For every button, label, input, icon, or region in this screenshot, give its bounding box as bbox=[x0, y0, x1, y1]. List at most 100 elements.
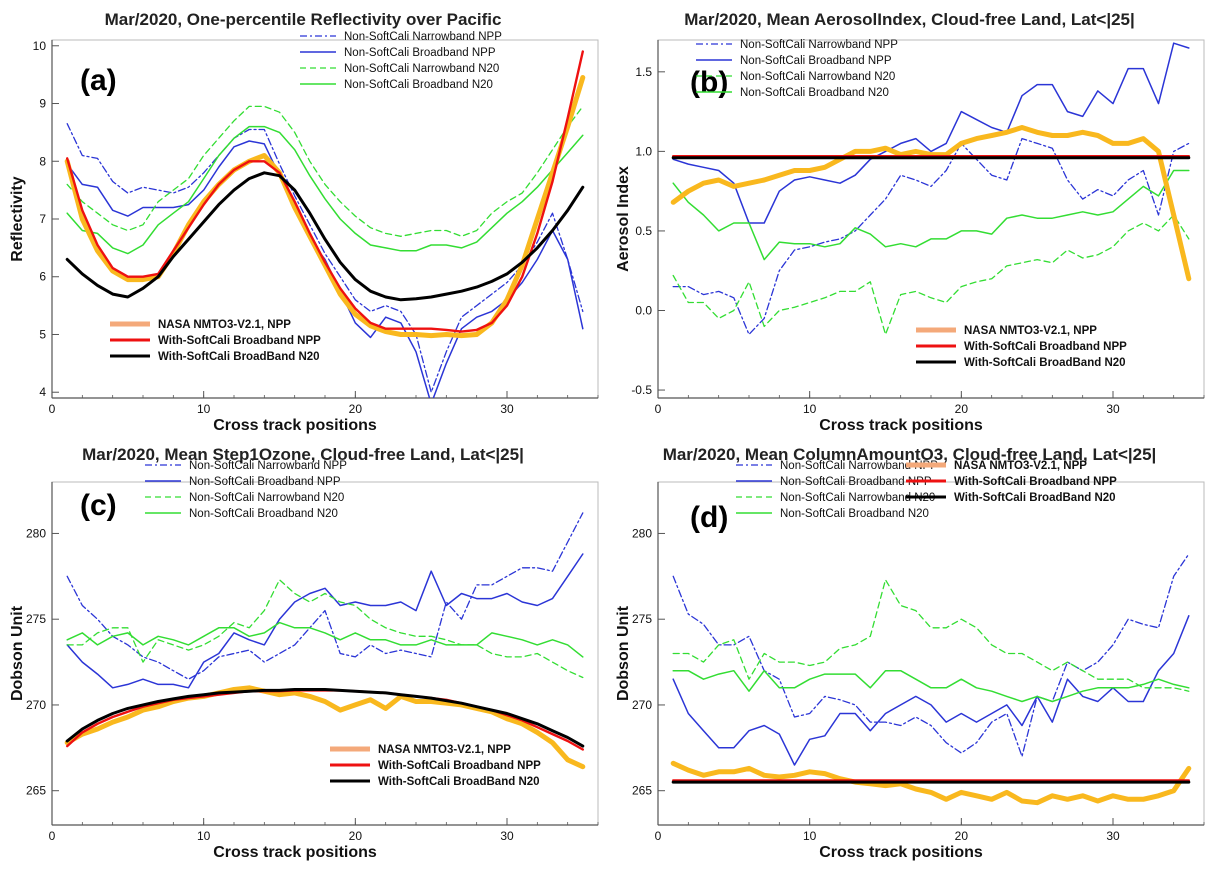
y-tick-label: 7 bbox=[39, 212, 46, 226]
chart-title: Mar/2020, Mean ColumnAmountO3, Cloud-fre… bbox=[663, 445, 1157, 464]
x-tick-label: 0 bbox=[49, 829, 56, 843]
legend-label: Non-SoftCali Broadband N20 bbox=[780, 508, 929, 520]
x-tick-label: 30 bbox=[500, 829, 514, 843]
y-tick-label: 270 bbox=[26, 698, 46, 712]
series-line-narrow_n20 bbox=[66, 579, 584, 679]
legend-label: Non-SoftCali Broadband N20 bbox=[189, 508, 338, 520]
x-tick-label: 10 bbox=[803, 829, 817, 843]
series-group bbox=[64, 50, 586, 398]
panel-label: (c) bbox=[80, 489, 117, 522]
series-line-narrow_npp bbox=[66, 512, 584, 680]
series-line-broad_n20 bbox=[672, 169, 1190, 261]
y-axis-label: Dobson Unit bbox=[615, 605, 632, 701]
series-line-soft_n20 bbox=[65, 171, 585, 302]
legend-label: With-SoftCali BroadBand N20 bbox=[158, 351, 320, 363]
series-group bbox=[670, 42, 1192, 336]
y-tick-label: 280 bbox=[26, 526, 46, 540]
y-axis-label: Dobson Unit bbox=[9, 605, 26, 701]
chart-title: Mar/2020, One-percentile Reflectivity ov… bbox=[105, 10, 502, 29]
series-line-broad_npp bbox=[66, 553, 584, 689]
chart-svg-c: Mar/2020, Mean Step1Ozone, Cloud-free La… bbox=[9, 445, 599, 861]
series-line-narrow_npp bbox=[672, 553, 1190, 758]
x-tick-label: 10 bbox=[803, 402, 817, 416]
series-line-broad_npp bbox=[672, 615, 1190, 766]
legend-label: With-SoftCali Broadband NPP bbox=[964, 341, 1127, 353]
series-line-narrow_npp bbox=[672, 137, 1190, 336]
y-tick-label: 4 bbox=[39, 385, 46, 399]
series-line-nasa bbox=[670, 125, 1192, 282]
legend-label: Non-SoftCali Narrowband N20 bbox=[344, 63, 499, 75]
legend-label: With-SoftCali BroadBand N20 bbox=[954, 492, 1116, 504]
x-tick-label: 10 bbox=[197, 402, 211, 416]
y-tick-label: 1.5 bbox=[635, 65, 652, 79]
x-tick-label: 10 bbox=[197, 829, 211, 843]
x-tick-label: 30 bbox=[500, 402, 514, 416]
panel-label: (b) bbox=[690, 66, 728, 99]
legend-label: Non-SoftCali Broadband N20 bbox=[740, 87, 889, 99]
legend-label: Non-SoftCali Broadband N20 bbox=[344, 79, 493, 91]
y-tick-label: 5 bbox=[39, 327, 46, 341]
y-tick-label: 9 bbox=[39, 97, 46, 111]
chart-panel-a: Mar/2020, One-percentile Reflectivity ov… bbox=[0, 0, 606, 440]
legend-label: Non-SoftCali Narrowband NPP bbox=[780, 460, 938, 472]
series-group bbox=[670, 553, 1192, 806]
series-line-broad_npp bbox=[672, 42, 1190, 224]
chart-panel-d: Mar/2020, Mean ColumnAmountO3, Cloud-fre… bbox=[606, 435, 1213, 875]
legend-label: Non-SoftCali Broadband NPP bbox=[189, 476, 341, 488]
chart-panel-b: Mar/2020, Mean AerosolIndex, Cloud-free … bbox=[606, 0, 1213, 440]
y-tick-label: 265 bbox=[26, 784, 46, 798]
legend-label: With-SoftCali Broadband NPP bbox=[954, 476, 1117, 488]
legend-label: Non-SoftCali Narrowband N20 bbox=[740, 71, 895, 83]
x-tick-label: 30 bbox=[1106, 829, 1120, 843]
series-line-narrow_n20 bbox=[672, 579, 1190, 692]
y-axis-label: Aerosol Index bbox=[615, 166, 632, 272]
legend-label: With-SoftCali Broadband NPP bbox=[378, 760, 541, 772]
x-tick-label: 0 bbox=[655, 829, 662, 843]
chart-svg-d: Mar/2020, Mean ColumnAmountO3, Cloud-fre… bbox=[615, 445, 1205, 861]
y-tick-label: 8 bbox=[39, 154, 46, 168]
legend-label: Non-SoftCali Broadband NPP bbox=[780, 476, 932, 488]
series-line-nasa bbox=[670, 760, 1192, 806]
y-tick-label: 270 bbox=[632, 698, 652, 712]
legend-label: NASA NMTO3-V2.1, NPP bbox=[378, 744, 511, 756]
y-tick-label: 0.5 bbox=[635, 224, 652, 238]
series-line-soft_n20 bbox=[65, 688, 585, 748]
series-line-narrow_n20 bbox=[66, 105, 584, 237]
series-group bbox=[64, 512, 586, 770]
legend-label: With-SoftCali Broadband NPP bbox=[158, 335, 321, 347]
series-line-nasa bbox=[64, 685, 586, 770]
x-tick-label: 20 bbox=[349, 402, 363, 416]
x-tick-label: 0 bbox=[655, 402, 662, 416]
x-tick-label: 20 bbox=[955, 829, 969, 843]
x-tick-label: 20 bbox=[349, 829, 363, 843]
x-tick-label: 0 bbox=[49, 402, 56, 416]
y-tick-label: 6 bbox=[39, 270, 46, 284]
x-tick-label: 20 bbox=[955, 402, 969, 416]
x-axis-label: Cross track positions bbox=[213, 417, 377, 434]
series-line-soft_npp bbox=[65, 50, 584, 333]
legend-label: NASA NMTO3-V2.1, NPP bbox=[964, 325, 1097, 337]
legend-label: Non-SoftCali Narrowband N20 bbox=[780, 492, 935, 504]
series-line-broad_npp bbox=[66, 140, 584, 398]
chart-svg-b: Mar/2020, Mean AerosolIndex, Cloud-free … bbox=[615, 10, 1205, 434]
legend-label: With-SoftCali BroadBand N20 bbox=[378, 776, 540, 788]
chart-svg-a: Mar/2020, One-percentile Reflectivity ov… bbox=[9, 10, 599, 434]
x-axis-label: Cross track positions bbox=[213, 844, 377, 861]
panel-label: (a) bbox=[80, 64, 117, 97]
plot-frame bbox=[51, 39, 599, 399]
panel-label: (d) bbox=[690, 501, 728, 534]
legend-label: Non-SoftCali Broadband NPP bbox=[740, 55, 892, 67]
y-tick-label: 265 bbox=[632, 784, 652, 798]
series-line-broad_n20 bbox=[66, 621, 584, 658]
y-tick-label: -0.5 bbox=[631, 383, 652, 397]
y-tick-label: 0.0 bbox=[635, 303, 652, 317]
chart-title: Mar/2020, Mean Step1Ozone, Cloud-free La… bbox=[82, 445, 524, 464]
y-axis-label: Reflectivity bbox=[9, 176, 26, 261]
y-tick-label: 280 bbox=[632, 526, 652, 540]
legend-label: Non-SoftCali Narrowband NPP bbox=[740, 39, 898, 51]
series-line-narrow_n20 bbox=[672, 214, 1190, 336]
y-tick-label: 10 bbox=[33, 39, 47, 53]
series-line-broad_n20 bbox=[66, 125, 584, 255]
legend-label: With-SoftCali BroadBand N20 bbox=[964, 357, 1126, 369]
series-line-broad_n20 bbox=[672, 669, 1190, 703]
